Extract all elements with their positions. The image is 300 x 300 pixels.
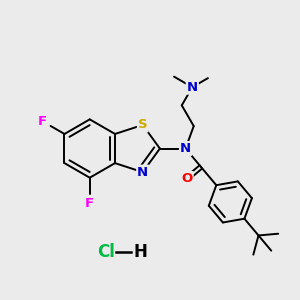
Text: O: O bbox=[182, 172, 193, 185]
Text: H: H bbox=[134, 243, 148, 261]
Text: Cl: Cl bbox=[97, 243, 115, 261]
Text: S: S bbox=[138, 118, 148, 131]
Text: F: F bbox=[38, 115, 47, 128]
Text: N: N bbox=[180, 142, 191, 155]
Text: N: N bbox=[137, 166, 148, 178]
Text: N: N bbox=[187, 81, 198, 94]
Text: F: F bbox=[85, 197, 94, 210]
